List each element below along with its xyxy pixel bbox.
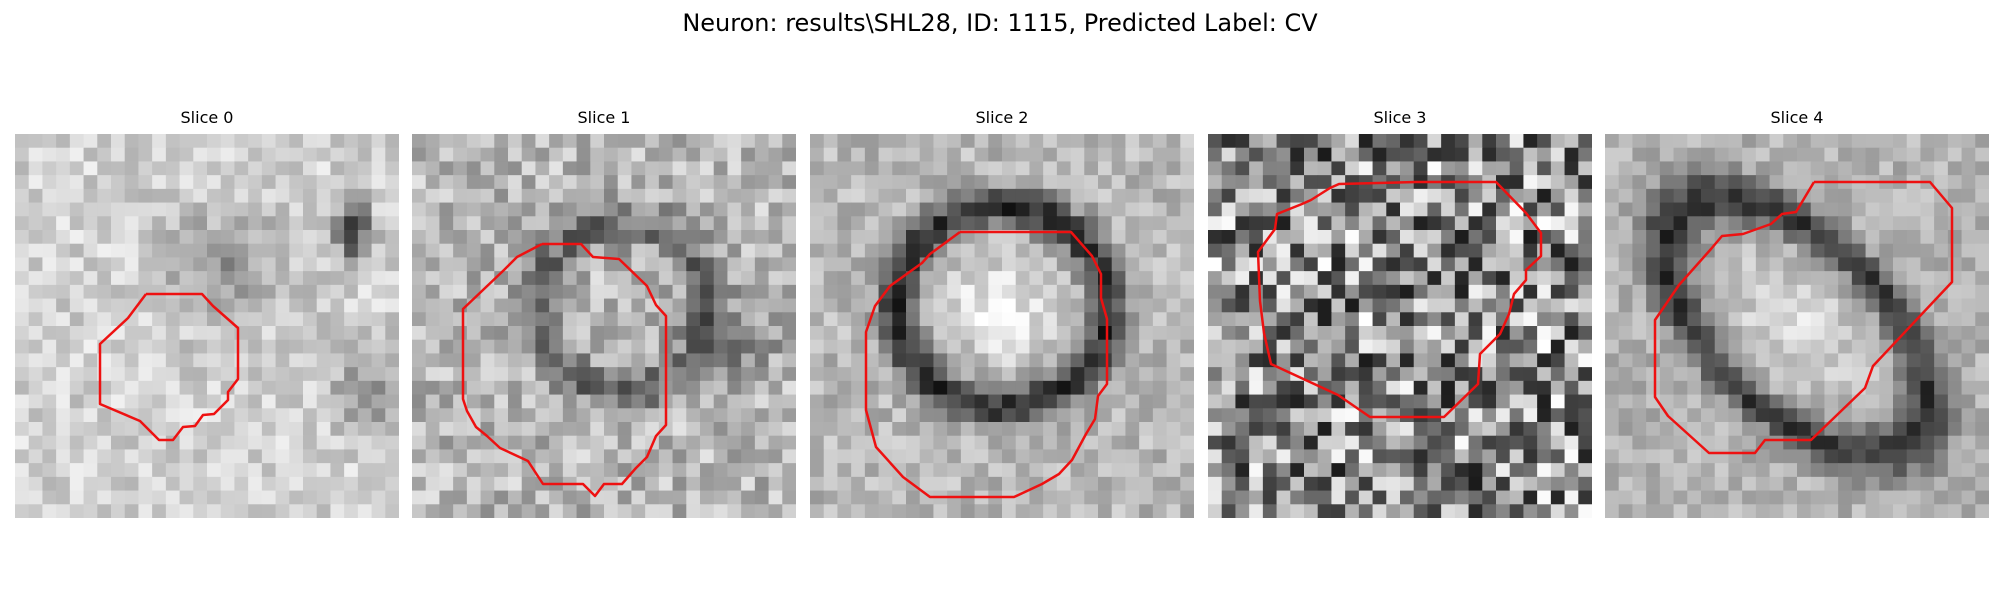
slice-title: Slice 3 [1373, 108, 1427, 127]
roi-contour [864, 230, 1109, 499]
grayscale-pixels [810, 134, 1194, 518]
grayscale-pixels [1605, 134, 1989, 518]
slice-title: Slice 4 [1770, 108, 1824, 127]
roi-contour [98, 292, 240, 442]
slice-image [412, 134, 796, 518]
slice-image [810, 134, 1194, 518]
grayscale-pixels [15, 134, 399, 518]
grayscale-pixels [1208, 134, 1592, 518]
roi-contour [461, 242, 668, 498]
slice-panel-4: Slice 4 [1605, 108, 1989, 518]
slice-image [1605, 134, 1989, 518]
grayscale-pixels [412, 134, 796, 518]
slice-title: Slice 0 [180, 108, 234, 127]
figure-title: Neuron: results\SHL28, ID: 1115, Predict… [682, 9, 1318, 37]
roi-contour [1653, 180, 1954, 455]
slice-image [15, 134, 399, 518]
slice-panel-3: Slice 3 [1208, 108, 1592, 518]
roi-contour [1256, 180, 1543, 419]
slice-image [1208, 134, 1592, 518]
slice-title: Slice 1 [577, 108, 631, 127]
slice-title: Slice 2 [975, 108, 1029, 127]
slice-panel-1: Slice 1 [412, 108, 796, 518]
slice-panel-0: Slice 0 [15, 108, 399, 518]
slice-panel-2: Slice 2 [810, 108, 1194, 518]
